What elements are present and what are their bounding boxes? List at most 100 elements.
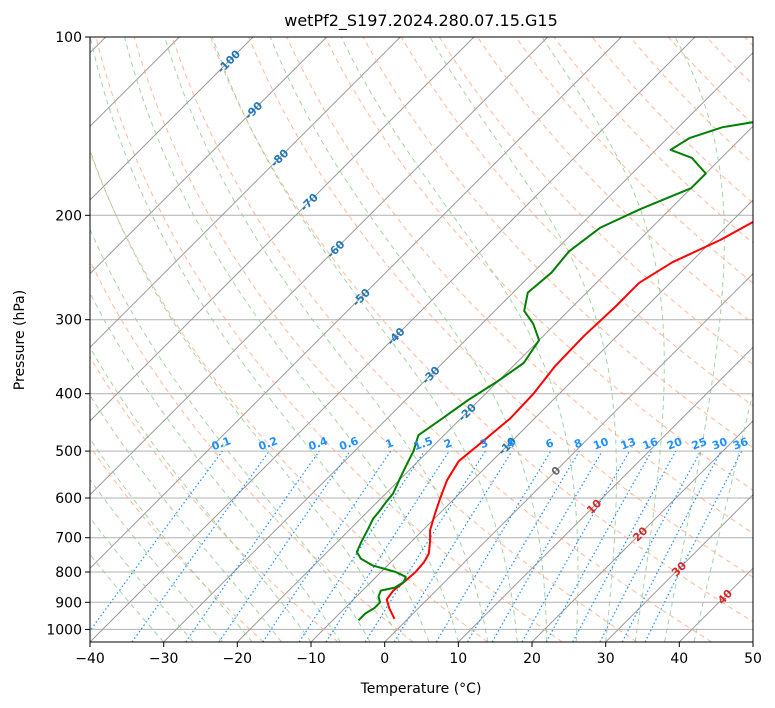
- x-tick-label: 10: [449, 651, 467, 667]
- mixing-ratio-line: [218, 450, 351, 642]
- moist-adiabat-line: [90, 228, 371, 642]
- x-tick-label: −10: [296, 651, 326, 667]
- moist-adiabat-line: [340, 37, 579, 642]
- mixing-ratio-label: 0.2: [257, 434, 280, 453]
- dry-adiabat-line: [95, 37, 563, 642]
- mixing-ratio-label: 30: [710, 435, 729, 453]
- y-tick-label: 600: [55, 491, 82, 507]
- plot-area: -100-90-80-70-60-50-40-30-20-100 0.1 0.2 0…: [90, 37, 753, 642]
- y-axis-ticks: 100 200 300 400 500 600 700 800 900 1000: [46, 30, 90, 638]
- mixing-ratio-label: 8: [572, 436, 584, 451]
- isotherm-line: [384, 272, 753, 642]
- y-tick-label: 800: [55, 565, 82, 581]
- x-tick-label: 0: [380, 651, 389, 667]
- isotherm-line: [90, 37, 622, 570]
- chart-title: wetPf2_S197.2024.280.07.15.G15: [284, 11, 558, 31]
- plot-frame: [89, 36, 754, 643]
- profile-series: [355, 121, 753, 622]
- moist-adiabat-line: [90, 148, 400, 642]
- mixing-ratio-label: 36: [731, 435, 750, 453]
- mixing-ratio-line: [466, 450, 580, 642]
- moist-adiabat-line: [90, 394, 282, 642]
- y-tick-label: 300: [55, 313, 82, 329]
- isotherm-line: [90, 37, 401, 349]
- y-tick-label: 700: [55, 531, 82, 547]
- y-tick-label: 900: [55, 595, 82, 611]
- mixing-ratio-line: [572, 450, 677, 642]
- x-tick-label: 40: [670, 651, 688, 667]
- dry-adiabat-line: [362, 37, 753, 449]
- y-tick-label: 1000: [46, 622, 82, 638]
- mixing-ratio-label: 1.5: [412, 434, 435, 453]
- mixing-ratio-label: 10: [591, 435, 610, 453]
- mixing-ratio-line: [521, 450, 631, 642]
- y-tick-label: 200: [55, 208, 82, 224]
- mixing-ratio-labels: 0.1 0.2 0.4 0.6 1 1.5 2 3 4 6 8 10 13 16 20 25 30 36: [210, 434, 751, 453]
- mixing-ratio-label: 4: [505, 436, 517, 451]
- mixing-ratio-lines: [90, 450, 743, 642]
- y-tick-label: 100: [55, 30, 82, 46]
- moist-adiabat-line: [429, 37, 617, 642]
- x-tick-label: 20: [523, 651, 541, 667]
- dry-adiabat-line: [286, 37, 753, 534]
- mixing-ratio-label: 16: [641, 435, 660, 453]
- mixing-ratio-line: [185, 450, 320, 642]
- mixing-ratio-line: [90, 450, 223, 632]
- y-tick-label: 400: [55, 387, 82, 403]
- isotherm-line: [531, 420, 753, 642]
- x-axis-label: Temperature (°C): [360, 681, 482, 697]
- isotherm-line: [90, 37, 696, 642]
- isotherm-line: [90, 37, 549, 496]
- mixing-ratio-label: 13: [619, 435, 638, 452]
- isotherm-line: [457, 346, 753, 642]
- isotherm-line: [163, 51, 753, 642]
- mixing-ratio-label: 2: [442, 436, 454, 451]
- x-tick-label: −30: [149, 651, 179, 667]
- moist-adiabat-line: [164, 37, 489, 642]
- moist-adiabat-line: [664, 37, 725, 642]
- pressure-gridlines: [90, 37, 753, 630]
- mixing-ratio-label: 0.1: [210, 434, 233, 453]
- x-tick-label: 50: [744, 651, 762, 667]
- mixing-ratio-line: [364, 450, 486, 642]
- moist-adiabat-line: [90, 516, 194, 642]
- mixing-ratio-label: 6: [544, 436, 556, 451]
- mixing-ratio-label: 25: [690, 435, 709, 452]
- moist-adiabat-line: [90, 553, 165, 642]
- mixing-ratio-label: 20: [665, 435, 684, 453]
- moist-adiabat-line: [124, 37, 459, 642]
- mixing-ratio-line: [393, 450, 513, 642]
- y-tick-label: 500: [55, 444, 82, 460]
- x-axis-ticks: −40 −30 −20 −10 0 10 20 30 40 50: [75, 642, 762, 667]
- temperature-profile-line: [385, 220, 753, 620]
- dry-adiabat-line: [324, 37, 753, 491]
- moist-adiabat-line: [90, 346, 312, 642]
- moist-adiabat-line: [541, 37, 665, 642]
- dry-adiabat-line: [90, 259, 414, 642]
- y-axis-label: Pressure (hPa): [12, 290, 28, 390]
- x-tick-label: 30: [597, 651, 615, 667]
- moist-adiabat-line: [211, 37, 518, 642]
- dry-adiabat-line: [248, 37, 753, 578]
- mixing-ratio-label: 0.6: [338, 434, 361, 453]
- x-tick-label: −20: [223, 651, 253, 667]
- isotherm-line: [605, 493, 753, 642]
- mixing-ratio-label: 1: [384, 436, 396, 451]
- mixing-ratio-label: 0.4: [307, 434, 330, 453]
- moist-adiabat-line: [90, 438, 253, 642]
- dry-adiabat-line: [438, 37, 753, 366]
- x-tick-label: −40: [75, 651, 105, 667]
- mixing-ratio-line: [325, 450, 450, 642]
- dry-adiabat-line: [400, 37, 753, 407]
- isotherm-line: [90, 37, 254, 201]
- moist-adiabat-line: [90, 478, 223, 642]
- mixing-ratio-line: [545, 450, 653, 642]
- dewpoint-profile-line: [355, 121, 753, 622]
- dry-adiabat-line: [133, 37, 638, 642]
- isotherm-line: [90, 37, 475, 422]
- mixing-ratio-line: [131, 450, 270, 642]
- mixing-ratio-line: [435, 450, 552, 642]
- moist-adiabat-line: [90, 37, 430, 642]
- mixing-ratio-line: [491, 450, 603, 642]
